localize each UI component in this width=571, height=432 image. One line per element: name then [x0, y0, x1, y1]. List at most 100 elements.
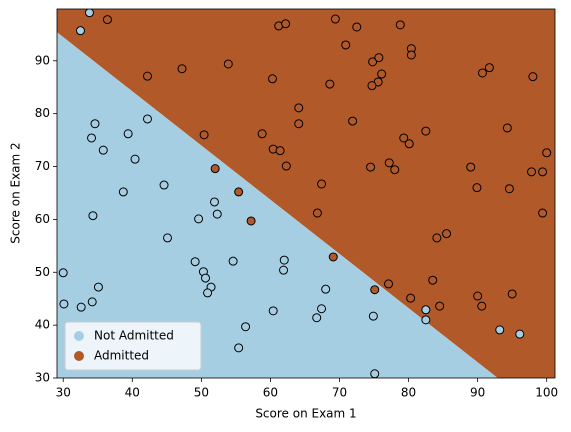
data-point [435, 301, 445, 311]
data-point [473, 291, 483, 301]
data-point [142, 114, 152, 124]
y-tick-label: 40 [35, 318, 50, 332]
x-tick-label: 50 [194, 386, 209, 400]
data-point [321, 284, 331, 294]
data-point [352, 22, 362, 32]
data-point [527, 167, 537, 177]
data-point [87, 297, 97, 307]
data-point [312, 313, 322, 323]
not-admitted-region [57, 32, 498, 378]
data-point [190, 257, 200, 267]
x-tick-label: 80 [401, 386, 416, 400]
data-point [294, 119, 304, 129]
data-point [142, 71, 152, 81]
y-tick-label: 50 [35, 265, 50, 279]
data-point [268, 74, 278, 84]
data-point [428, 275, 438, 285]
data-point [538, 208, 548, 218]
data-point [88, 211, 98, 221]
data-point [367, 81, 377, 91]
data-point [177, 64, 187, 74]
data-point [348, 116, 358, 126]
data-point [209, 197, 219, 207]
data-point [528, 72, 538, 82]
data-point [466, 162, 476, 172]
data-point [76, 302, 86, 312]
admitted-region [57, 9, 555, 378]
data-point [317, 179, 327, 189]
data-point [538, 167, 548, 177]
data-point [90, 119, 100, 129]
data-point [257, 129, 267, 139]
x-tick-label: 90 [470, 386, 485, 400]
data-point [542, 148, 552, 158]
data-point [377, 69, 387, 79]
data-point [87, 133, 97, 143]
legend-marker [74, 331, 84, 341]
data-point [406, 50, 416, 60]
data-point [123, 129, 133, 139]
data-point [421, 305, 431, 315]
data-point [477, 68, 487, 78]
x-tick-label: 70 [332, 386, 347, 400]
data-point [84, 9, 94, 18]
x-tick-label: 40 [125, 386, 140, 400]
data-point [130, 154, 140, 164]
data-point [199, 130, 209, 140]
data-point [228, 256, 238, 266]
data-point [366, 162, 376, 172]
data-point [330, 14, 340, 24]
data-point [212, 209, 222, 219]
y-tick-label: 30 [35, 371, 50, 385]
data-point [504, 184, 514, 194]
data-point [502, 123, 512, 133]
data-point [368, 57, 378, 67]
data-point [384, 158, 394, 168]
data-point [421, 126, 431, 136]
plot-frame [56, 8, 556, 379]
data-point [442, 229, 452, 239]
data-point [406, 293, 416, 303]
y-tick-label: 90 [35, 53, 50, 67]
x-tick-label: 60 [263, 386, 278, 400]
data-point [58, 268, 68, 278]
data-point [268, 306, 278, 316]
data-point [374, 53, 384, 63]
data-point [210, 164, 220, 174]
data-point [515, 329, 525, 339]
x-tick-label: 30 [56, 386, 71, 400]
data-point [98, 145, 108, 155]
data-point [118, 187, 128, 197]
data-point [294, 103, 304, 113]
data-point [312, 208, 322, 218]
data-point [59, 299, 69, 309]
data-point [246, 216, 256, 226]
data-point [203, 288, 213, 298]
data-point [507, 289, 517, 299]
data-point [495, 325, 505, 335]
legend-label: Admitted [94, 349, 149, 363]
legend-label: Not Admitted [94, 329, 174, 343]
data-point [370, 369, 380, 378]
data-point [317, 304, 327, 314]
data-point [279, 255, 289, 265]
data-point [281, 161, 291, 171]
data-point [399, 133, 409, 143]
data-point [93, 282, 103, 292]
data-point [477, 301, 487, 311]
y-axis-label: Score on Exam 2 [9, 142, 23, 243]
data-point [234, 343, 244, 353]
data-point [281, 19, 291, 29]
data-point [201, 273, 211, 283]
data-point [328, 252, 338, 262]
data-point [390, 165, 400, 175]
legend-box [64, 321, 202, 371]
data-point [472, 183, 482, 193]
data-point [341, 40, 351, 50]
data-point [75, 26, 85, 36]
data-point [368, 311, 378, 321]
data-point [484, 63, 494, 73]
y-tick-label: 60 [35, 212, 50, 226]
data-point [194, 214, 204, 224]
